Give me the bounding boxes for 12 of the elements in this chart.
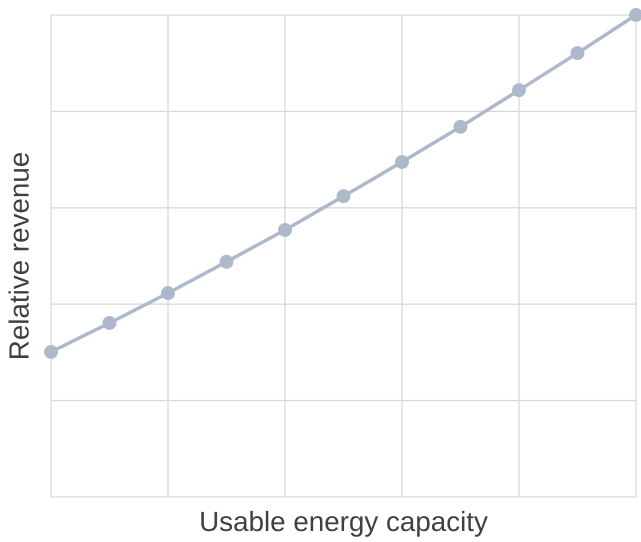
- point: [278, 223, 292, 237]
- point: [512, 83, 526, 98]
- point: [336, 189, 350, 204]
- point: [220, 254, 234, 269]
- x-axis-title: Usable energy capacity: [201, 510, 488, 537]
- point: [161, 286, 175, 300]
- point: [454, 120, 468, 134]
- point: [44, 344, 58, 359]
- y-axis-title: Relative revenue: [8, 153, 29, 358]
- point: [102, 316, 116, 330]
- point: [570, 46, 584, 60]
- point: [395, 155, 409, 169]
